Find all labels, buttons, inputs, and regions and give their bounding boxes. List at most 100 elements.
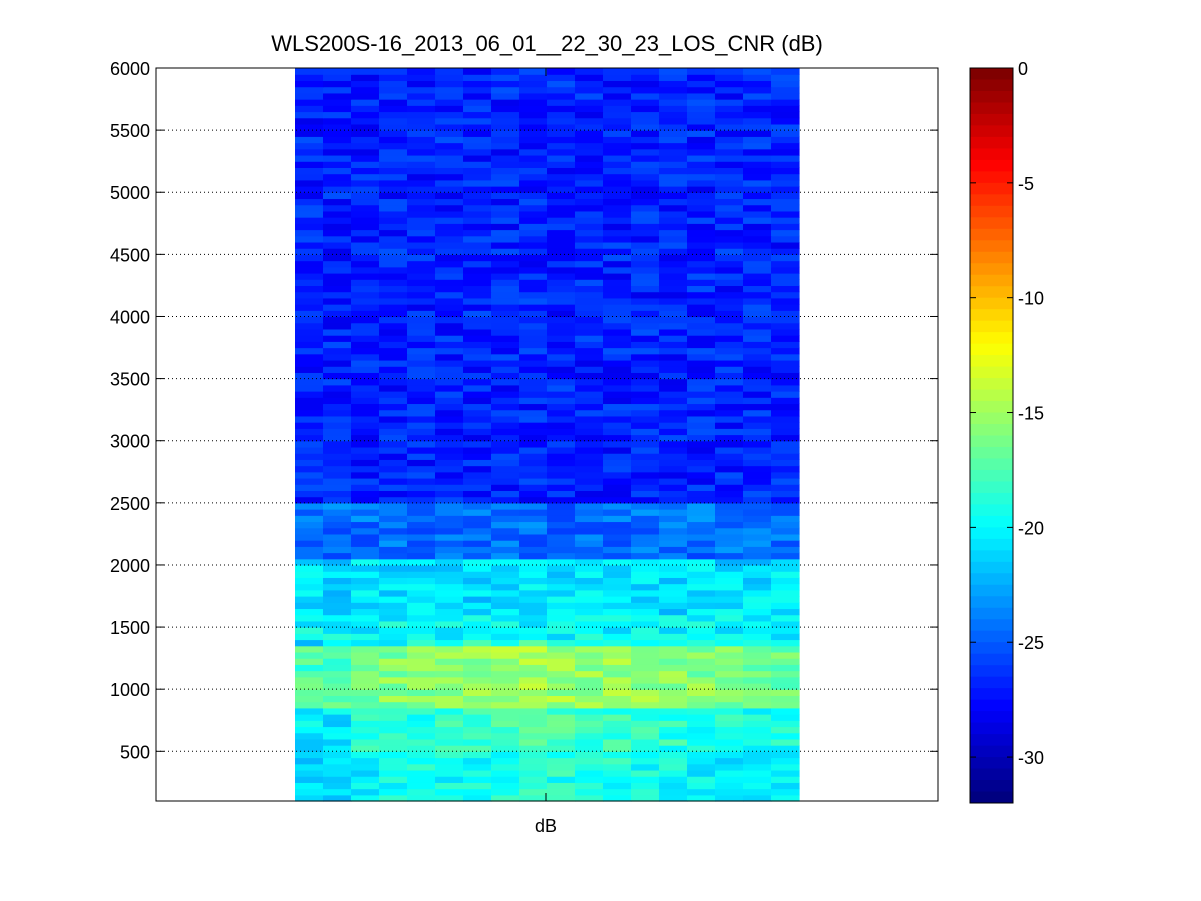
heatmap-cell bbox=[771, 229, 800, 237]
heatmap-cell bbox=[771, 689, 800, 696]
heatmap-cell bbox=[351, 235, 380, 243]
heatmap-cell bbox=[603, 745, 632, 752]
heatmap-cell bbox=[407, 670, 436, 678]
heatmap-cell bbox=[519, 384, 548, 392]
heatmap-cell bbox=[575, 130, 604, 137]
heatmap-cell bbox=[463, 465, 492, 473]
heatmap-cell bbox=[435, 372, 464, 380]
heatmap-cell bbox=[743, 453, 772, 460]
heatmap-cell bbox=[743, 80, 772, 88]
heatmap-cell bbox=[547, 391, 576, 398]
heatmap-cell bbox=[323, 142, 352, 150]
heatmap-cell bbox=[715, 415, 744, 423]
heatmap-cell bbox=[435, 633, 464, 641]
heatmap-cell bbox=[603, 583, 632, 591]
heatmap-cell bbox=[323, 564, 352, 572]
heatmap-cell bbox=[743, 248, 772, 255]
heatmap-cell bbox=[547, 583, 576, 591]
heatmap-cell bbox=[715, 434, 744, 442]
heatmap-cell bbox=[687, 422, 716, 429]
heatmap-cell bbox=[351, 540, 380, 547]
heatmap-cell bbox=[295, 527, 324, 535]
heatmap-cell bbox=[491, 471, 520, 479]
heatmap-cell bbox=[351, 74, 380, 82]
heatmap-cell bbox=[631, 68, 660, 75]
heatmap-cell bbox=[491, 589, 520, 597]
heatmap-cell bbox=[435, 148, 464, 156]
heatmap-cell bbox=[491, 422, 520, 429]
heatmap-cell bbox=[659, 266, 688, 274]
heatmap-cell bbox=[407, 391, 436, 398]
heatmap-cell bbox=[519, 720, 548, 728]
heatmap-cell bbox=[435, 558, 464, 566]
heatmap-cell bbox=[295, 68, 324, 75]
heatmap-cell bbox=[435, 229, 464, 237]
heatmap-cell bbox=[323, 521, 352, 529]
heatmap-cell bbox=[491, 403, 520, 411]
heatmap-cell bbox=[575, 359, 604, 367]
heatmap-cell bbox=[519, 248, 548, 255]
heatmap-cell bbox=[771, 74, 800, 82]
heatmap-cell bbox=[351, 353, 380, 361]
heatmap-cell bbox=[687, 558, 716, 566]
heatmap-cell bbox=[351, 577, 380, 585]
heatmap-cell bbox=[771, 316, 800, 324]
heatmap-cell bbox=[379, 304, 408, 311]
heatmap-cell bbox=[743, 776, 772, 783]
heatmap-cell bbox=[351, 397, 380, 405]
heatmap-cell bbox=[491, 627, 520, 634]
heatmap-cell bbox=[463, 745, 492, 752]
colorbar-tick-label: 0 bbox=[1018, 59, 1028, 79]
heatmap-cell bbox=[743, 217, 772, 224]
heatmap-cell bbox=[491, 527, 520, 535]
colorbar-band bbox=[970, 102, 1013, 115]
heatmap-cell bbox=[547, 154, 576, 162]
heatmap-cell bbox=[323, 670, 352, 678]
heatmap-cell bbox=[687, 179, 716, 187]
heatmap-cell bbox=[323, 192, 352, 200]
heatmap-cell bbox=[631, 583, 660, 591]
heatmap-cell bbox=[519, 260, 548, 268]
heatmap-cell bbox=[435, 434, 464, 442]
heatmap-cell bbox=[743, 378, 772, 386]
heatmap-cell bbox=[295, 105, 324, 113]
heatmap-cell bbox=[771, 583, 800, 591]
heatmap-cell bbox=[463, 459, 492, 467]
heatmap-cell bbox=[323, 123, 352, 131]
heatmap-cell bbox=[351, 614, 380, 622]
heatmap-cell bbox=[435, 179, 464, 187]
colorbar-band bbox=[970, 630, 1013, 643]
heatmap-cell bbox=[351, 322, 380, 330]
heatmap-cell bbox=[743, 509, 772, 516]
heatmap-cell bbox=[407, 353, 436, 361]
heatmap-cell bbox=[463, 142, 492, 150]
heatmap-cell bbox=[603, 602, 632, 610]
heatmap-cell bbox=[715, 241, 744, 249]
heatmap-cell bbox=[687, 235, 716, 243]
heatmap-cell bbox=[715, 322, 744, 330]
heatmap-cell bbox=[407, 776, 436, 783]
heatmap-cell bbox=[435, 384, 464, 392]
heatmap-cell bbox=[631, 769, 660, 777]
heatmap-cell bbox=[715, 515, 744, 523]
heatmap-cell bbox=[463, 682, 492, 690]
heatmap-cell bbox=[603, 335, 632, 342]
heatmap-cell bbox=[435, 769, 464, 777]
heatmap-cell bbox=[519, 732, 548, 740]
heatmap-cell bbox=[771, 521, 800, 529]
heatmap-cell bbox=[659, 123, 688, 131]
heatmap-cell bbox=[603, 695, 632, 703]
heatmap-cell bbox=[547, 521, 576, 529]
heatmap-cell bbox=[351, 111, 380, 119]
heatmap-cell bbox=[407, 502, 436, 510]
heatmap-cell bbox=[603, 502, 632, 510]
heatmap-cell bbox=[295, 335, 324, 342]
heatmap-cell bbox=[491, 328, 520, 336]
heatmap-cell bbox=[463, 148, 492, 156]
heatmap-cell bbox=[295, 161, 324, 168]
heatmap-cell bbox=[631, 670, 660, 678]
heatmap-cell bbox=[351, 229, 380, 237]
heatmap-cell bbox=[603, 639, 632, 647]
heatmap-cell bbox=[519, 148, 548, 156]
heatmap-cell bbox=[323, 235, 352, 243]
